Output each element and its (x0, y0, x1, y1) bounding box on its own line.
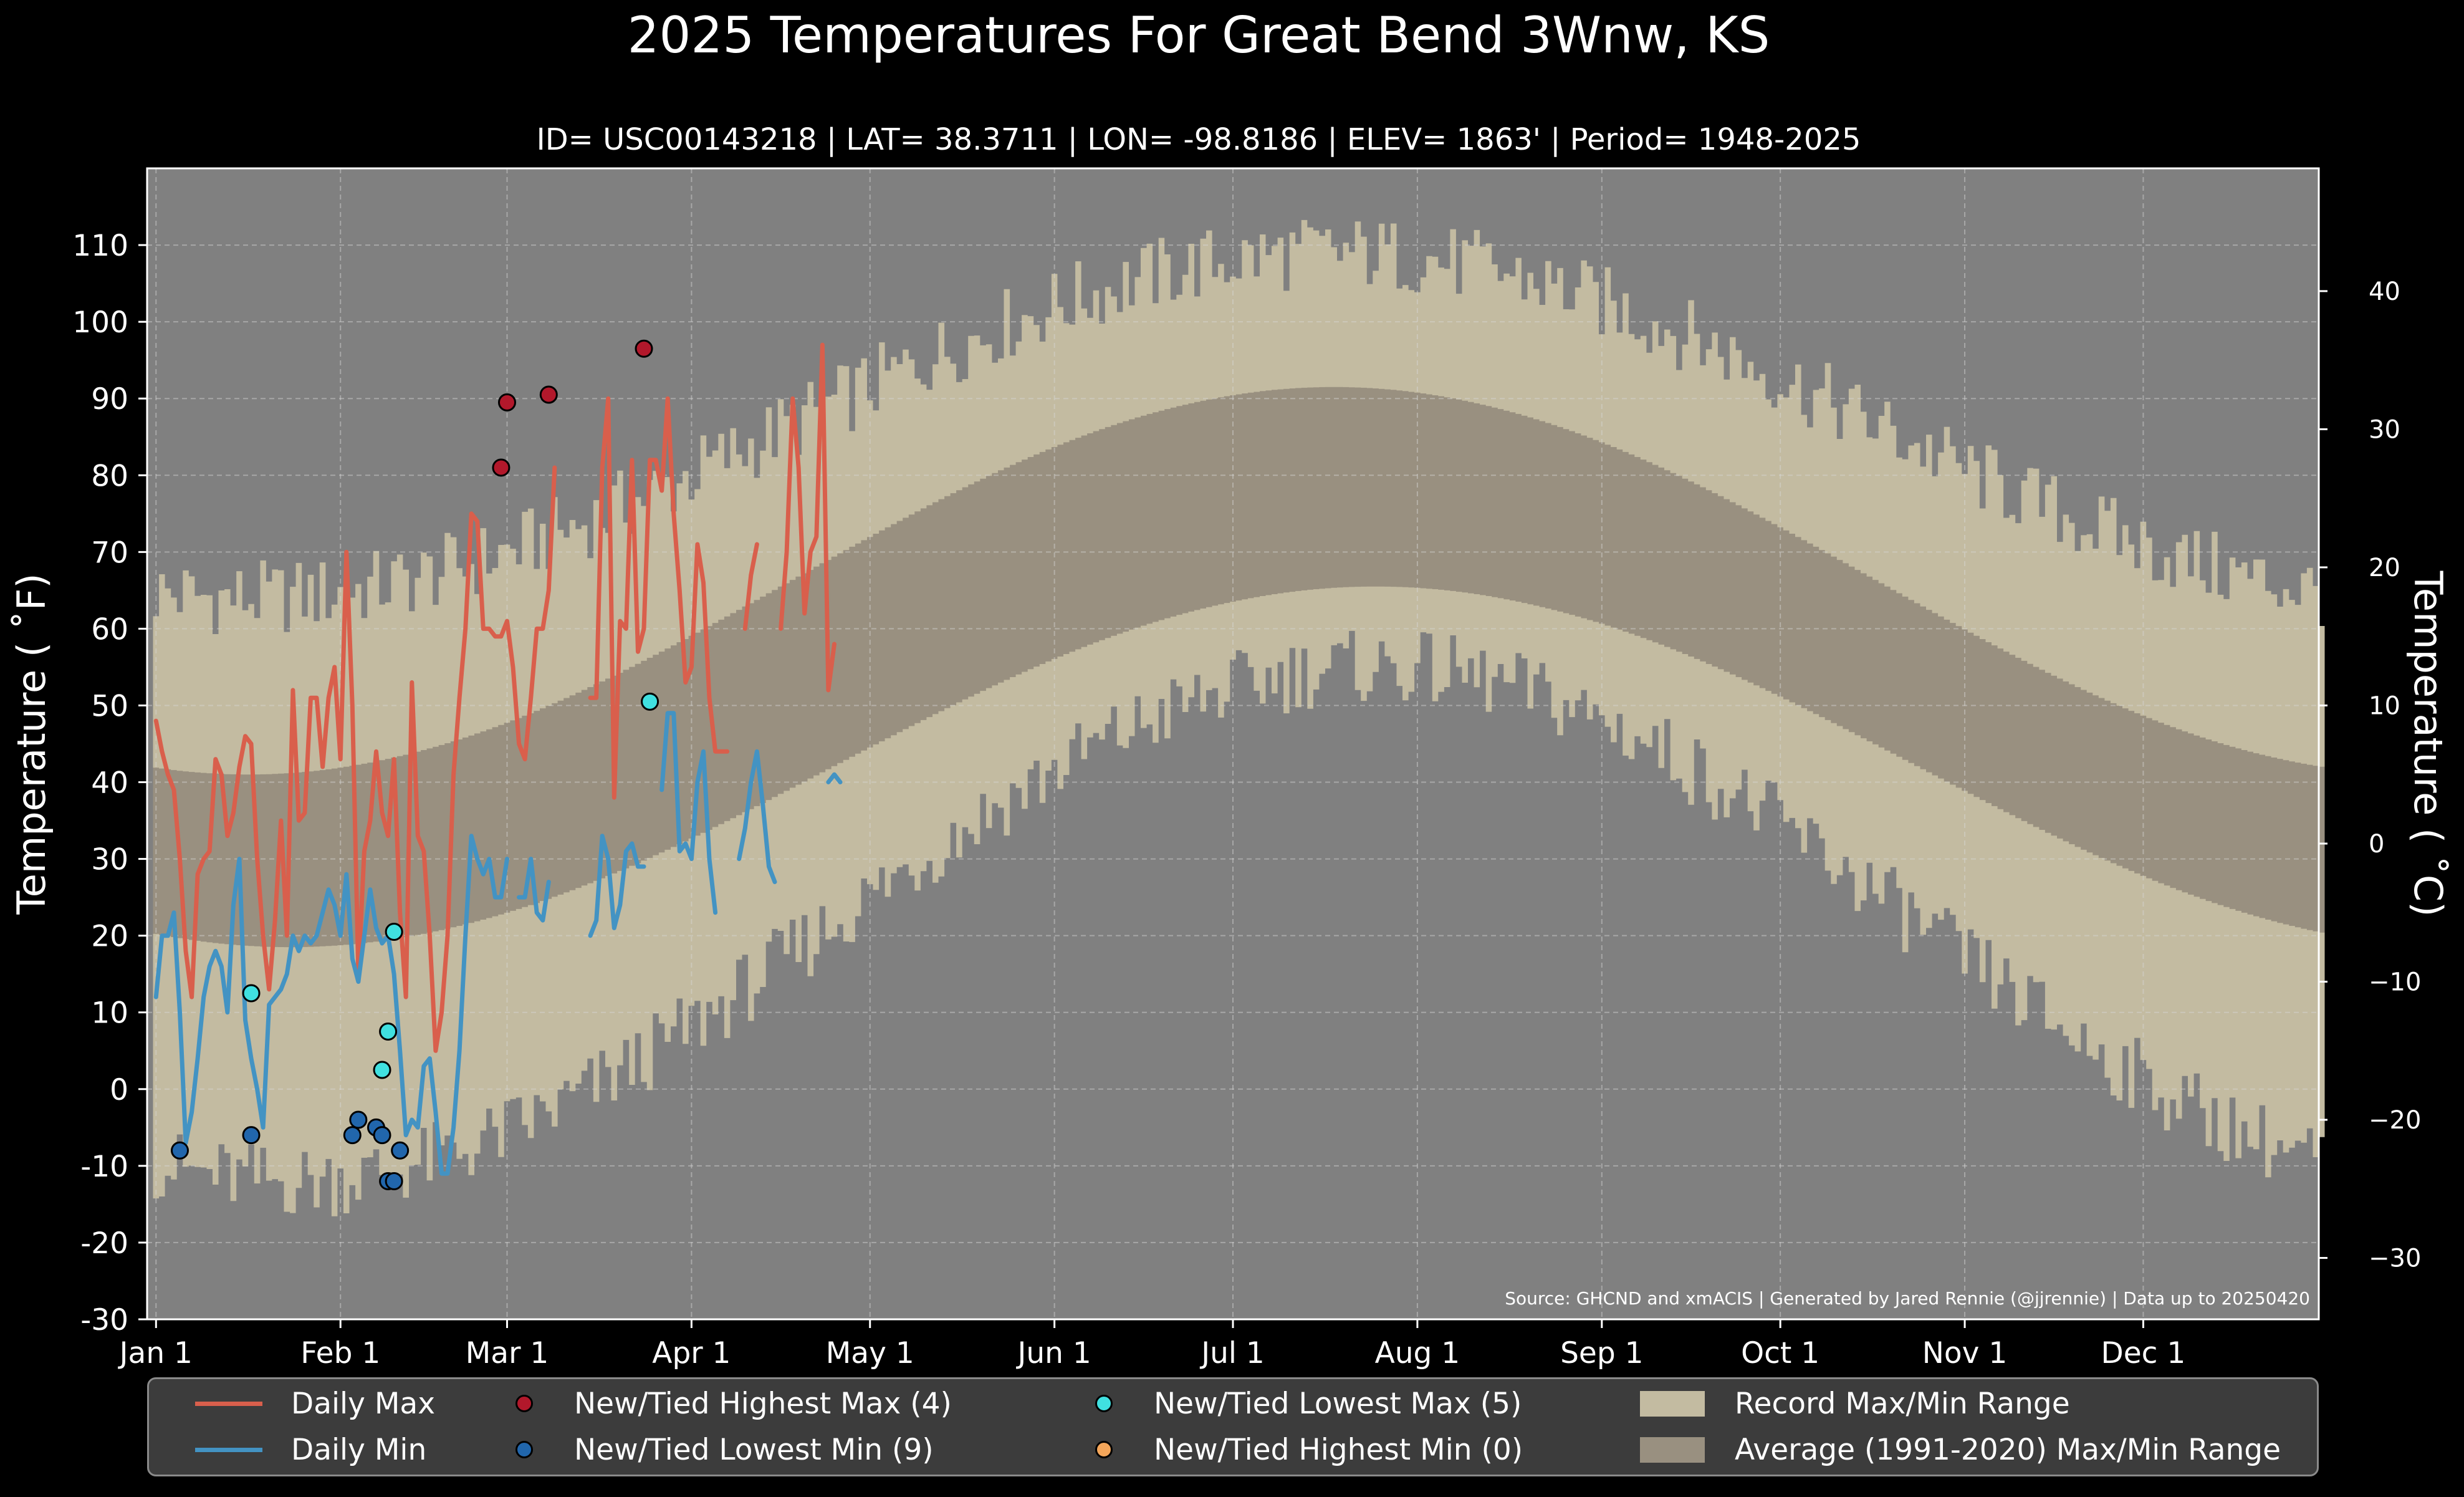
legend-new-low-max: New/Tied Lowest Max (5) (1070, 1383, 1522, 1424)
new-low-max-swatch (1095, 1395, 1113, 1412)
legend-daily-max: Daily Max (195, 1383, 435, 1424)
new-high-min-swatch (1095, 1441, 1113, 1458)
point-new-low-min (349, 1110, 368, 1129)
legend-label: New/Tied Lowest Max (5) (1154, 1386, 1522, 1421)
point-new-low-max (373, 1061, 391, 1079)
y-tick-label: 70 (91, 536, 128, 570)
y-tick-label: 20 (91, 920, 128, 954)
point-new-high-max (492, 458, 511, 477)
legend-new-low-min: New/Tied Lowest Min (9) (491, 1429, 934, 1470)
point-new-low-min (170, 1141, 189, 1160)
x-tick-label: Apr 1 (652, 1336, 731, 1370)
y-tick-label: 110 (72, 229, 128, 263)
source-note: Source: GHCND and xmACIS | Generated by … (1505, 1288, 2310, 1309)
point-new-high-max (539, 385, 558, 404)
legend-new-high-max: New/Tied Highest Max (4) (491, 1383, 952, 1424)
y-tick-label-right: −10 (2369, 968, 2421, 997)
x-tick-label: Jul 1 (1199, 1336, 1265, 1370)
x-axis: Jan 1 Feb 1 Mar 1 Apr 1 May 1 Jun 1 Jul 1 Aug 1… (118, 1319, 2186, 1370)
y-tick-label: 30 (91, 843, 128, 877)
y-tick-label: 40 (91, 766, 128, 801)
series-line-daily-min (153, 711, 843, 1176)
y-tick-label-right: −30 (2369, 1244, 2421, 1273)
x-tick-label: Jun 1 (1016, 1336, 1091, 1370)
legend-label: Daily Min (291, 1432, 427, 1467)
point-new-high-max (635, 339, 653, 358)
new-low-min-swatch (515, 1441, 533, 1458)
y-tick-label: -10 (80, 1150, 128, 1184)
x-tick-label: Oct 1 (1741, 1336, 1819, 1370)
point-new-low-max (641, 692, 659, 711)
point-new-low-min (373, 1126, 391, 1145)
legend-label: Record Max/Min Range (1735, 1386, 2070, 1421)
point-new-low-min (391, 1141, 410, 1160)
x-tick-label: Nov 1 (1922, 1336, 2008, 1370)
y-tick-label: 80 (91, 459, 128, 493)
y-tick-label: 60 (91, 612, 128, 647)
legend-label: New/Tied Lowest Min (9) (574, 1432, 934, 1467)
y-tick-label-right: 10 (2369, 691, 2400, 720)
legend-daily-min: Daily Min (195, 1429, 426, 1470)
legend-normal-range: Average (1991-2020) Max/Min Range (1640, 1429, 2281, 1470)
new-high-max-swatch (515, 1395, 533, 1412)
y-axis-label-left: Temperature ( ˚F) (9, 573, 54, 915)
y-tick-label: 10 (91, 996, 128, 1031)
normal-range-swatch (1640, 1437, 1705, 1463)
legend-label: Daily Max (291, 1386, 436, 1421)
y-axis-label-right: Temperature ( ˚C) (2405, 570, 2451, 917)
daily-min-swatch (195, 1447, 262, 1452)
chart-title: 2025 Temperatures For Great Bend 3Wnw, K… (628, 6, 1770, 64)
point-new-low-max (379, 1023, 398, 1041)
point-new-high-max (497, 393, 516, 412)
series-lines (153, 342, 843, 1176)
y-tick-label: -30 (80, 1303, 128, 1337)
legend-new-high-min: New/Tied Highest Min (0) (1070, 1429, 1523, 1470)
x-tick-label: Dec 1 (2101, 1336, 2186, 1370)
point-new-low-min (242, 1126, 261, 1145)
x-tick-label: Sep 1 (1560, 1336, 1643, 1370)
point-new-low-min (343, 1126, 362, 1145)
y-tick-label: 90 (91, 382, 128, 416)
y-tick-label: 0 (110, 1073, 128, 1107)
legend-label: New/Tied Highest Min (0) (1154, 1432, 1523, 1467)
y-axis-right: −30 −20 −10 0 10 20 30 40 (2319, 277, 2421, 1273)
y-tick-label: 100 (72, 306, 128, 340)
legend: Daily Max Daily Min New/Tied Highest Max… (147, 1377, 2319, 1476)
y-tick-label: 50 (91, 689, 128, 723)
point-new-low-max (242, 984, 261, 1003)
y-axis-left: -30 -20 -10 0 10 20 30 40 50 60 70 80 90 100 110 (72, 229, 147, 1337)
record-points (170, 339, 659, 1190)
record-range-band (153, 219, 2325, 1216)
legend-record-range: Record Max/Min Range (1640, 1383, 2070, 1424)
y-tick-label-right: −20 (2369, 1106, 2421, 1135)
y-tick-label-right: 20 (2369, 554, 2400, 582)
legend-label: New/Tied Highest Max (4) (574, 1386, 952, 1421)
y-tick-label-right: 40 (2369, 277, 2400, 306)
x-tick-label: Jan 1 (118, 1336, 193, 1370)
x-tick-label: Aug 1 (1375, 1336, 1460, 1370)
x-tick-label: Mar 1 (466, 1336, 549, 1370)
x-tick-label: May 1 (826, 1336, 914, 1370)
x-tick-label: Feb 1 (300, 1336, 380, 1370)
legend-label: Average (1991-2020) Max/Min Range (1735, 1432, 2281, 1467)
daily-max-swatch (195, 1401, 262, 1406)
record-range-swatch (1640, 1390, 1705, 1417)
chart-subtitle: ID= USC00143218 | LAT= 38.3711 | LON= -9… (537, 122, 1861, 157)
y-tick-label: -20 (80, 1226, 128, 1261)
point-new-low-max (385, 923, 403, 941)
series-line-daily-max (153, 342, 837, 1053)
point-new-low-min (385, 1172, 403, 1190)
y-tick-label-right: 30 (2369, 415, 2400, 444)
y-tick-label-right: 0 (2369, 830, 2384, 859)
